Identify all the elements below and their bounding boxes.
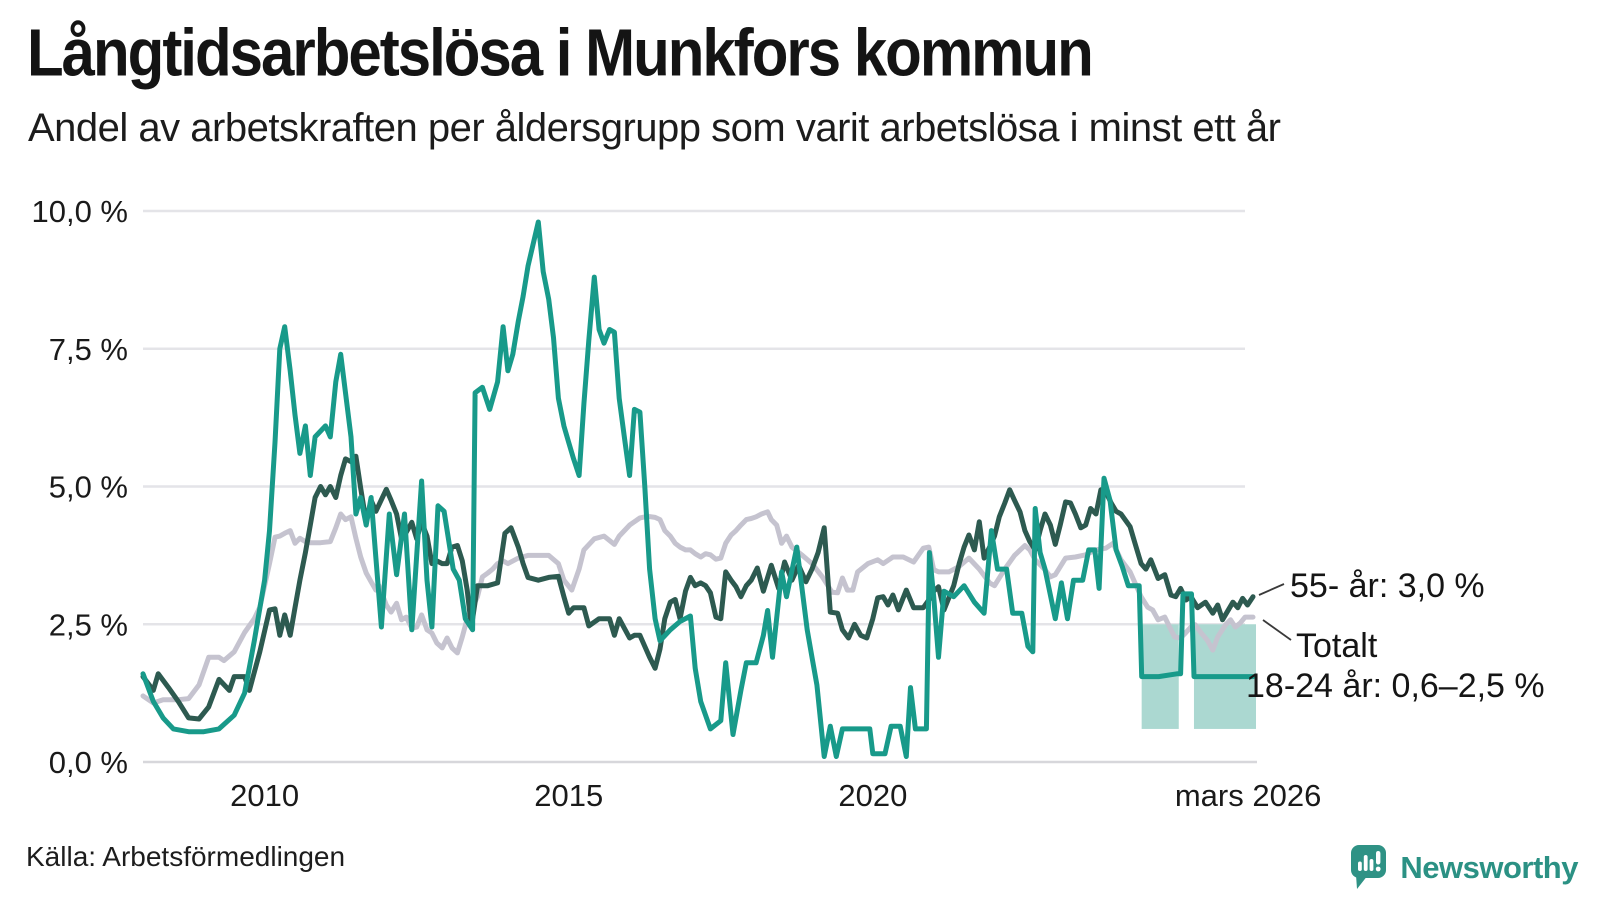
- newsworthy-logo[interactable]: Newsworthy: [1351, 845, 1578, 891]
- x-tick-label: mars 2026: [1175, 778, 1321, 813]
- chart-title: Långtidsarbetslösa i Munkfors kommun: [27, 15, 1094, 91]
- series-end-label: 18-24 år: 0,6–2,5 %: [1246, 667, 1545, 705]
- x-tick-label: 2015: [534, 778, 603, 813]
- series-line-18-24: [140, 219, 1256, 759]
- newsworthy-icon: [1351, 845, 1387, 889]
- y-tick-label: 0,0 %: [49, 745, 128, 780]
- newsworthy-wordmark: Newsworthy: [1400, 850, 1578, 885]
- label-leader-line: [1262, 619, 1292, 641]
- y-tick-label: 2,5 %: [49, 607, 128, 642]
- y-tick-label: 10,0 %: [31, 194, 128, 229]
- label-leader-line: [1258, 583, 1285, 596]
- y-tick-label: 7,5 %: [49, 332, 128, 367]
- x-tick-label: 2020: [838, 778, 907, 813]
- chart-subtitle: Andel av arbetskraften per åldersgrupp s…: [28, 106, 1281, 150]
- source-credit: Källa: Arbetsförmedlingen: [26, 841, 346, 872]
- series-end-label: 55- år: 3,0 %: [1290, 567, 1485, 605]
- series-end-label: Totalt: [1296, 627, 1378, 665]
- x-tick-label: 2010: [230, 778, 299, 813]
- y-tick-label: 5,0 %: [49, 470, 128, 505]
- series-line-totalt: [140, 509, 1256, 706]
